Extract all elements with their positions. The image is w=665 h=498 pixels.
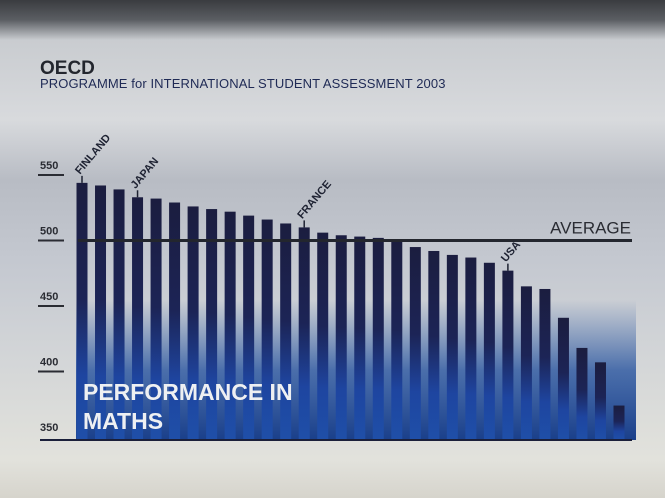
chart-heading: PERFORMANCE IN MATHS bbox=[83, 379, 293, 434]
bar bbox=[298, 227, 310, 440]
bar bbox=[428, 250, 440, 440]
bar bbox=[520, 286, 532, 440]
bar bbox=[169, 202, 181, 440]
bar bbox=[409, 247, 421, 440]
bar bbox=[113, 189, 125, 440]
country-label-japan: JAPAN bbox=[129, 156, 162, 192]
bar bbox=[280, 223, 292, 440]
bar bbox=[502, 270, 514, 440]
country-label-finland: FINLAND bbox=[73, 132, 113, 177]
bar bbox=[465, 257, 477, 440]
bar bbox=[76, 182, 88, 441]
bar bbox=[150, 198, 162, 440]
y-tick-label: 400 bbox=[40, 357, 58, 369]
bar bbox=[354, 236, 366, 440]
bar bbox=[483, 262, 495, 440]
bar bbox=[372, 237, 384, 440]
bar bbox=[261, 219, 273, 440]
bar bbox=[594, 362, 606, 440]
bar bbox=[539, 288, 551, 440]
bar bbox=[576, 347, 588, 440]
chart-subtitle: PROGRAMME for INTERNATIONAL STUDENT ASSE… bbox=[40, 76, 446, 91]
bar bbox=[187, 206, 199, 440]
bar bbox=[243, 215, 255, 440]
y-tick-label: 550 bbox=[40, 160, 58, 172]
country-label-france: FRANCE bbox=[295, 178, 334, 221]
chart-title-oecd: OECD bbox=[40, 58, 95, 79]
bar bbox=[446, 254, 458, 440]
bar bbox=[557, 317, 569, 440]
average-label: AVERAGE bbox=[550, 219, 631, 238]
bar bbox=[206, 209, 218, 440]
bar bbox=[317, 232, 329, 440]
bar bbox=[335, 235, 347, 440]
bar bbox=[95, 185, 107, 440]
bar bbox=[132, 197, 144, 440]
bar bbox=[224, 211, 236, 440]
country-label-usa: USA bbox=[499, 239, 523, 265]
y-tick-label: 500 bbox=[40, 226, 58, 238]
bar bbox=[391, 240, 403, 440]
y-tick-label: 450 bbox=[40, 291, 58, 303]
bar bbox=[613, 405, 625, 440]
y-tick-label: 350 bbox=[40, 422, 58, 434]
